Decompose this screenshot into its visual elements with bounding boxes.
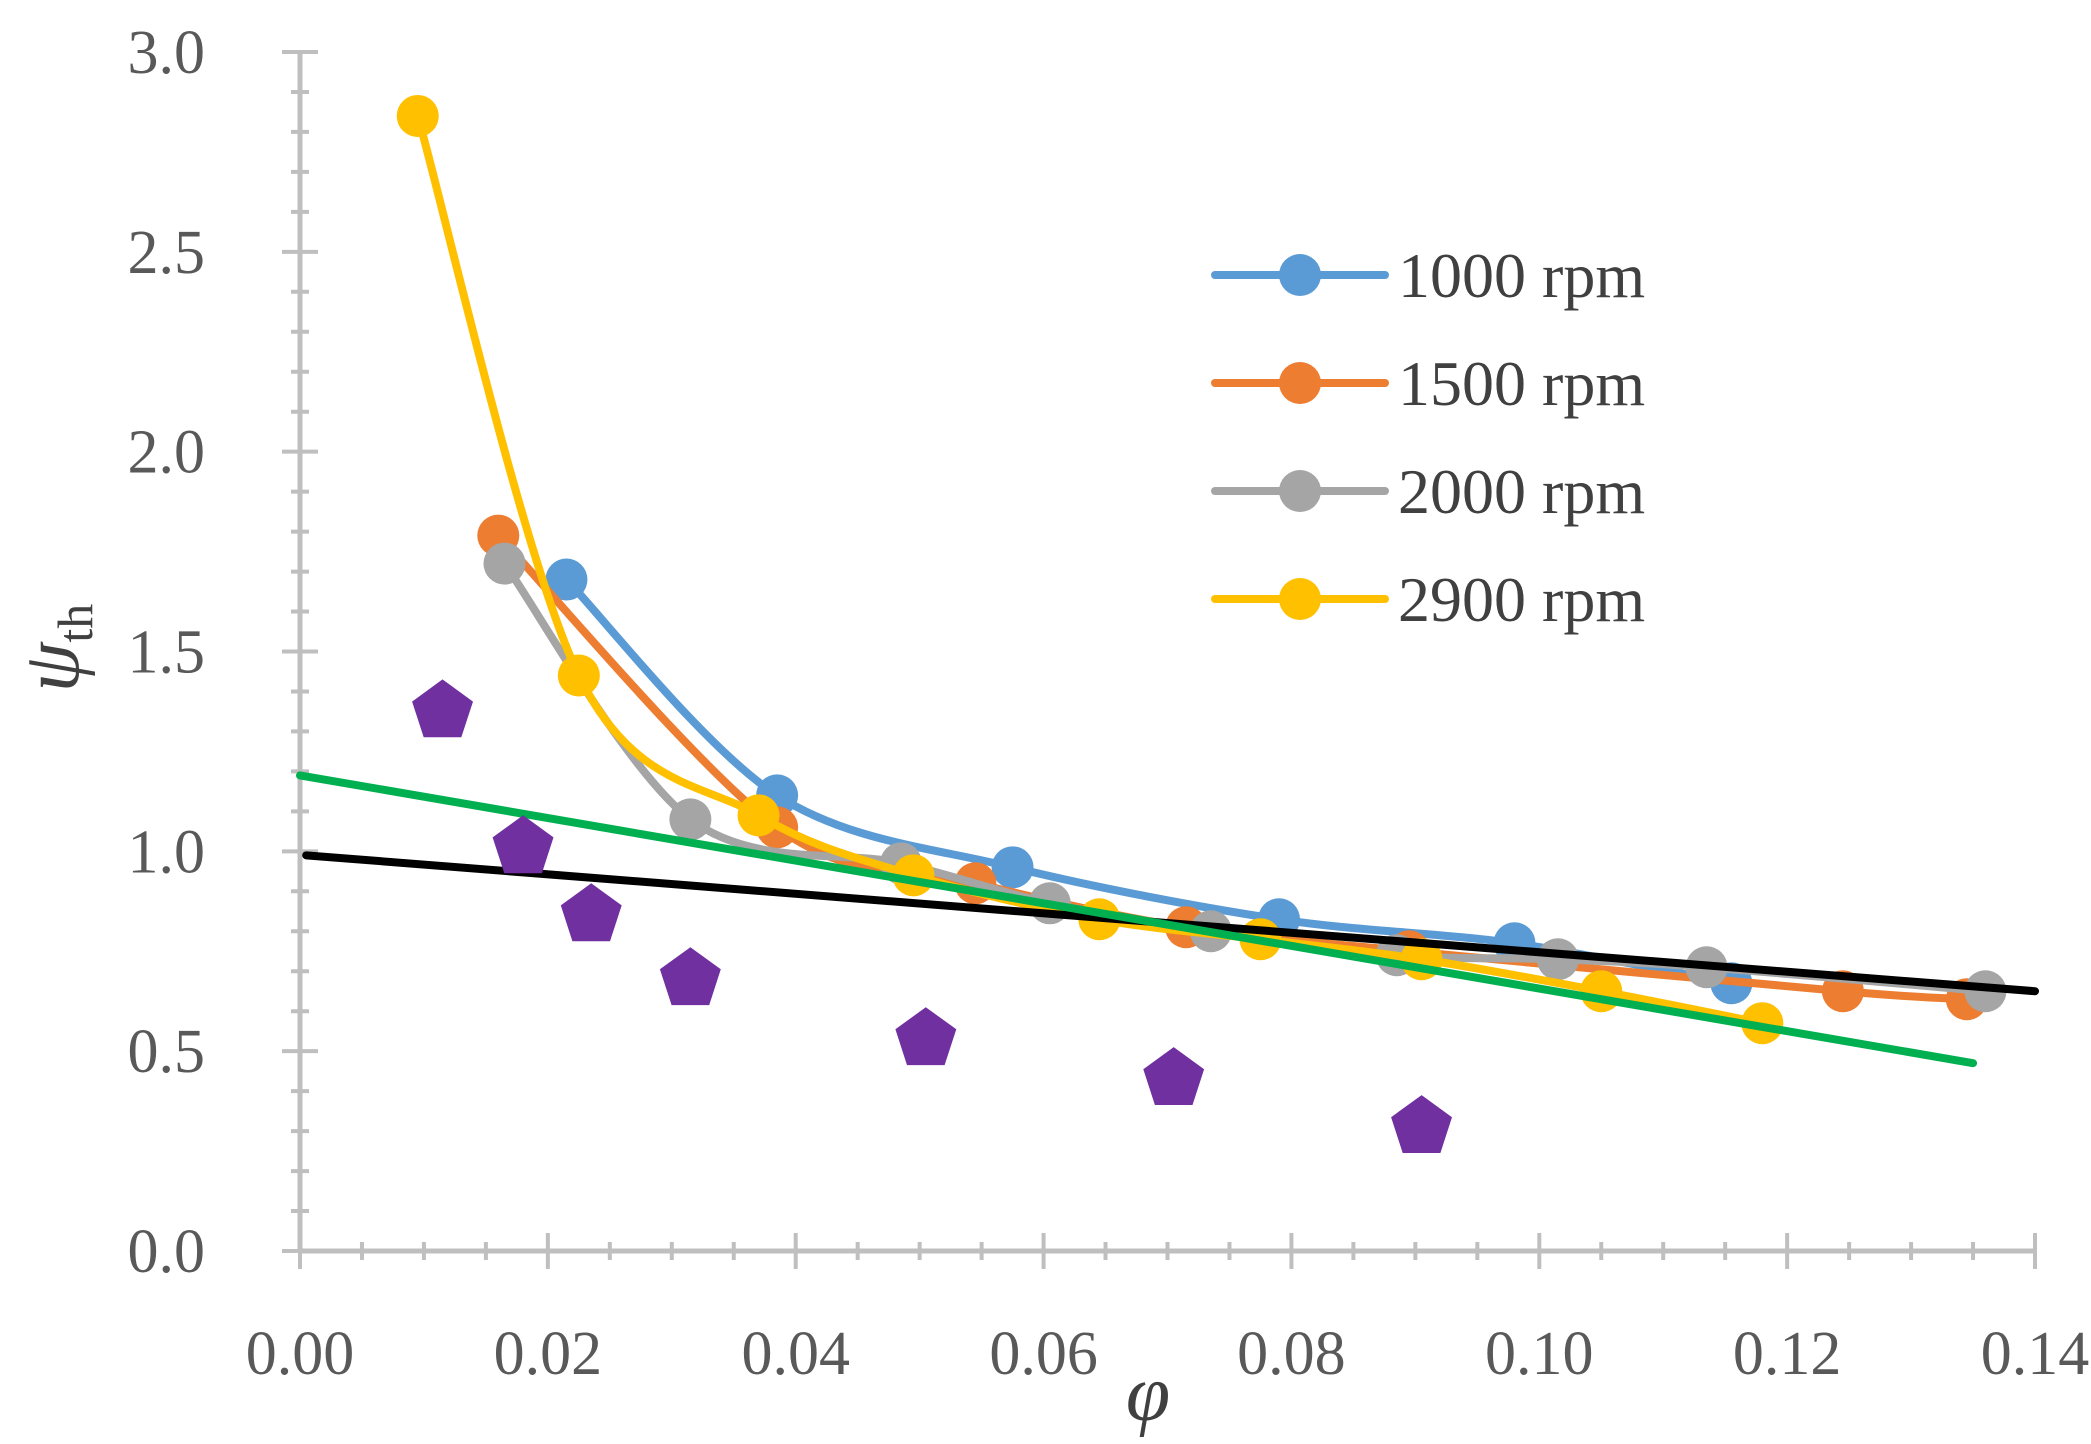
pentagon-point [412, 679, 473, 738]
series-point [557, 654, 600, 697]
series-lines [396, 94, 2007, 1045]
legend-label: 2900 rpm [1398, 564, 1645, 635]
series-point [737, 794, 780, 837]
y-tick-label: 3.0 [128, 19, 206, 87]
green-trend-line [296, 771, 1978, 1068]
series-point [545, 558, 588, 601]
y-axis-title-sub: th [47, 604, 103, 643]
pentagon-point [560, 883, 622, 942]
y-axis-title: ψth [8, 604, 103, 693]
x-tick-label: 0.04 [741, 1320, 850, 1388]
legend-item: 1500 rpm [1211, 348, 1645, 419]
x-tick-label: 0.14 [1981, 1320, 2090, 1388]
legend-item: 2900 rpm [1211, 564, 1645, 635]
y-tick-label: 2.5 [128, 219, 206, 287]
legend-marker [1279, 362, 1321, 404]
pentagon-point [1391, 1095, 1452, 1153]
x-axis-title-text: φ [1126, 1350, 1170, 1438]
y-tick-label: 0.5 [128, 1018, 206, 1086]
legend-marker [1279, 470, 1321, 512]
pentagon-point [492, 815, 554, 874]
legend-label: 1500 rpm [1398, 348, 1645, 419]
legend-item: 1000 rpm [1211, 240, 1645, 311]
svg-text:ψth: ψth [8, 604, 103, 693]
series-1500-rpm [477, 514, 1988, 1021]
y-tick-label: 2.0 [128, 419, 206, 487]
trend-lines [296, 771, 2039, 1068]
series-point [1580, 970, 1623, 1013]
y-tick-label: 0.0 [128, 1218, 206, 1286]
legend: 1000 rpm 1500 rpm 2000 rpm 2900 rpm [1211, 240, 1645, 635]
pentagon-point [1143, 1047, 1205, 1105]
x-axis-title: φ [1126, 1350, 1170, 1438]
y-tick-labels: 0.0 0.5 1.0 1.5 2.0 2.5 3.0 [128, 19, 206, 1286]
x-tick-label: 0.00 [246, 1320, 355, 1388]
pentagon-point [659, 947, 721, 1006]
x-tick-label: 0.12 [1733, 1320, 1842, 1388]
legend-label: 2000 rpm [1398, 456, 1645, 527]
pentagon-markers [412, 679, 1452, 1153]
legend-marker [1279, 578, 1321, 620]
y-axis-title-main: ψ [8, 641, 96, 692]
x-tick-label: 0.06 [989, 1320, 1098, 1388]
pentagon-point [895, 1007, 957, 1066]
series-point [396, 94, 439, 137]
x-tick-label: 0.08 [1237, 1320, 1346, 1388]
x-tick-label: 0.02 [494, 1320, 603, 1388]
series-point [991, 846, 1034, 889]
x-tick-labels: 0.00 0.02 0.04 0.06 0.08 0.10 0.12 0.14 [246, 1320, 2090, 1388]
axes [297, 52, 2037, 1254]
y-tick-label: 1.0 [128, 818, 206, 886]
legend-marker [1279, 254, 1321, 296]
series-point [483, 542, 526, 585]
legend-label: 1000 rpm [1398, 240, 1645, 311]
series-point [669, 798, 712, 841]
legend-item: 2000 rpm [1211, 456, 1645, 527]
x-tick-label: 0.10 [1485, 1320, 1594, 1388]
series-point [1536, 938, 1579, 981]
y-tick-label: 1.5 [128, 619, 206, 687]
